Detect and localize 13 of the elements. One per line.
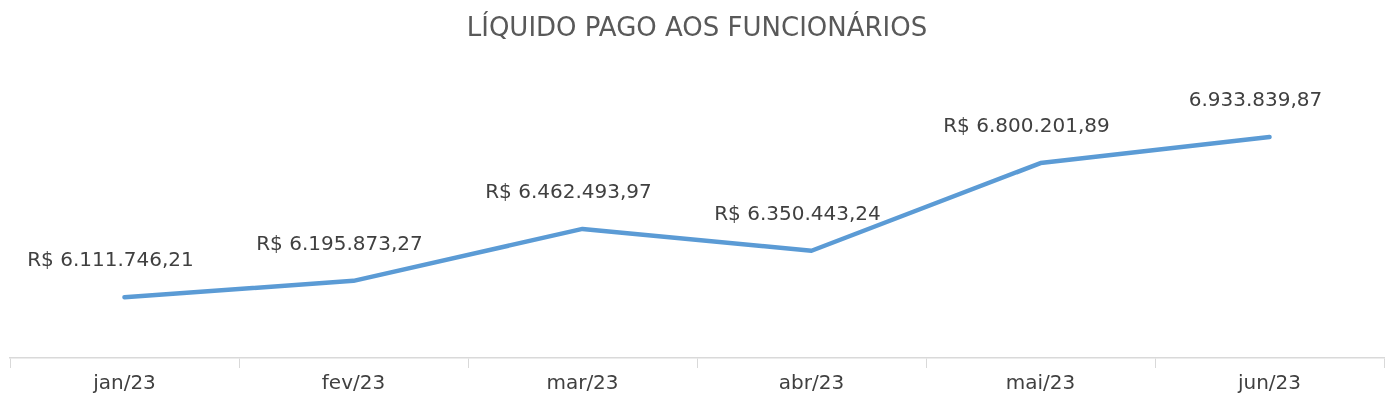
x-tick-label: jun/23: [1236, 370, 1302, 395]
data-label: R$ 6.800.201,89: [943, 113, 1110, 138]
x-tick-label: mai/23: [1005, 370, 1076, 395]
data-label: 6.933.839,87: [1188, 87, 1323, 112]
data-label: R$ 6.462.493,97: [485, 179, 652, 204]
data-label: R$ 6.195.873,27: [256, 231, 423, 256]
x-tick-label: abr/23: [778, 370, 845, 395]
data-label: R$ 6.111.746,21: [27, 247, 194, 272]
x-tick-label: jan/23: [92, 370, 156, 395]
chart-title: LÍQUIDO PAGO AOS FUNCIONÁRIOS: [466, 11, 928, 43]
x-tick-label: mar/23: [546, 370, 619, 395]
data-label: R$ 6.350.443,24: [714, 200, 881, 225]
x-tick-label: fev/23: [321, 370, 386, 395]
